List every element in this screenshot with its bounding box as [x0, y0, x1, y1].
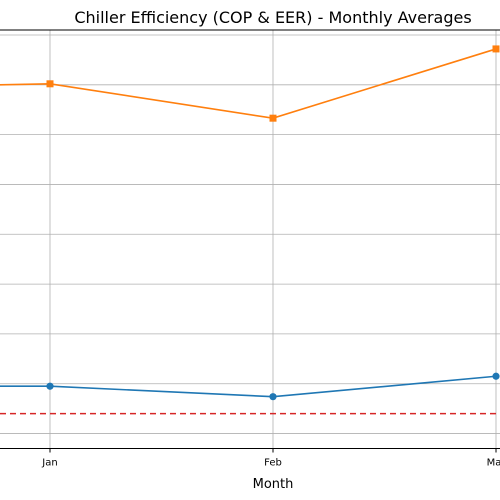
x-tick-label: Feb: [264, 458, 282, 469]
x-axis-ticks: Jan Feb Mar: [41, 448, 500, 469]
plot-frame: [0, 29, 500, 449]
series-layer: [0, 45, 500, 401]
data-point: [46, 382, 54, 390]
data-point: [492, 45, 500, 53]
data-point: [269, 114, 277, 122]
chart-title: Chiller Efficiency (COP & EER) - Monthly…: [74, 8, 471, 27]
data-point: [492, 372, 500, 380]
data-point: [46, 80, 54, 88]
series-2: [0, 45, 500, 122]
x-tick-label: Jan: [41, 458, 57, 469]
data-point: [269, 393, 277, 401]
series-line: [0, 375, 497, 398]
series-1: [0, 372, 500, 401]
grid: [0, 30, 500, 449]
series-line: [0, 48, 497, 120]
x-axis-label: Month: [253, 477, 294, 492]
x-tick-label: Mar: [487, 458, 500, 469]
